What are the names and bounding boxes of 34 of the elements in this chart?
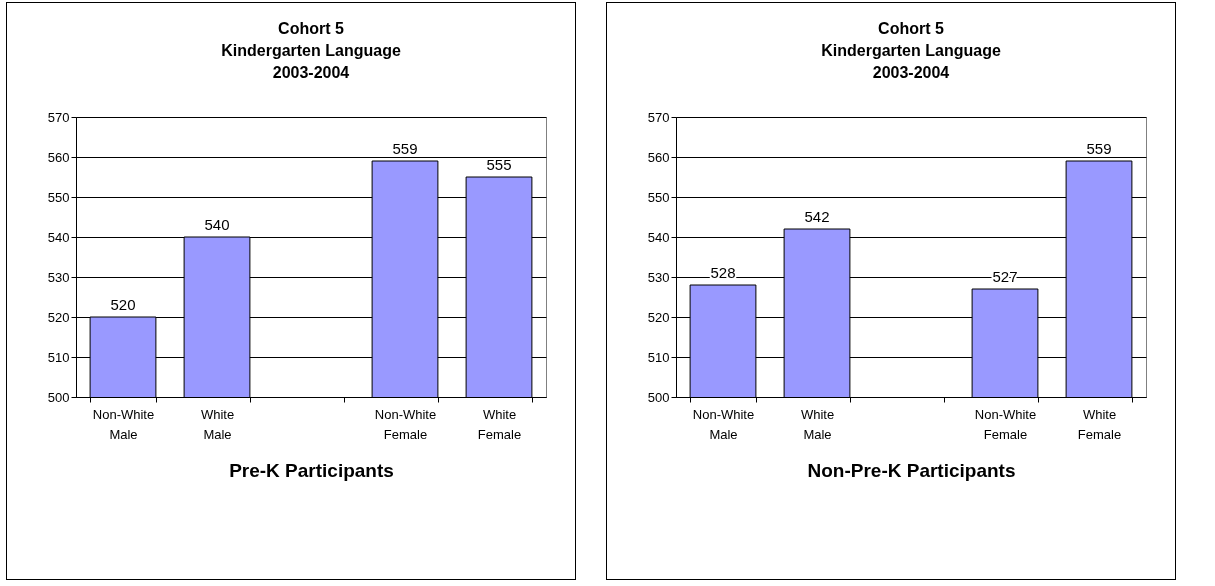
y-tick-label: 540 <box>647 229 670 245</box>
data-label: 520 <box>110 296 136 313</box>
y-tick-label: 530 <box>47 269 70 285</box>
x-tick-label: White Female <box>477 406 522 442</box>
x-tick-label: Non-White Male <box>692 406 755 442</box>
y-tick-label: 540 <box>47 229 70 245</box>
x-axis-title: Pre-K Participants <box>229 459 394 481</box>
data-label: 559 <box>392 140 418 157</box>
data-label: 559 <box>1086 140 1112 157</box>
y-tick-label: 570 <box>47 109 70 125</box>
y-tick-label: 530 <box>647 269 670 285</box>
y-tick-label: 520 <box>47 309 70 325</box>
x-tick-label: Non-White Female <box>974 406 1037 442</box>
x-axis-title: Non-Pre-K Participants <box>807 459 1016 481</box>
y-tick-label: 500 <box>47 389 70 405</box>
y-tick-label: 510 <box>647 349 670 365</box>
y-tick-label: 550 <box>47 189 70 205</box>
x-tick-label: White Male <box>200 406 235 442</box>
x-tick-label: White Male <box>800 406 835 442</box>
y-tick-label: 570 <box>647 109 670 125</box>
data-label: 542 <box>804 208 830 225</box>
y-tick-label: 560 <box>47 149 70 165</box>
x-tick-label: Non-White Male <box>92 406 155 442</box>
x-tick-label: Non-White Female <box>374 406 437 442</box>
y-tick-label: 550 <box>647 189 670 205</box>
y-tick-label: 500 <box>647 389 670 405</box>
data-label: 540 <box>204 216 230 233</box>
y-tick-label: 520 <box>647 309 670 325</box>
data-label: 555 <box>486 156 512 173</box>
x-tick-label: White Female <box>1077 406 1122 442</box>
chart-title: Cohort 5 Kindergarten Language 2003-2004 <box>821 20 1001 81</box>
y-tick-label: 510 <box>47 349 70 365</box>
y-tick-label: 560 <box>647 149 670 165</box>
chart-title: Cohort 5 Kindergarten Language 2003-2004 <box>221 20 401 81</box>
